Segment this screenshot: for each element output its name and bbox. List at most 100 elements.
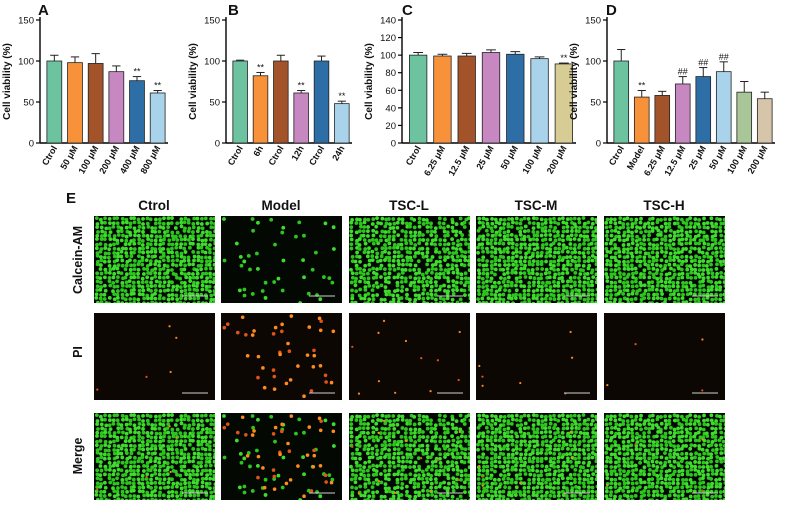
y-tick-label: 150	[18, 16, 34, 27]
panel-label-e: E	[66, 190, 77, 207]
micrograph-merge-tsc-l	[349, 413, 470, 500]
micrograph-pi-tsc-m	[476, 313, 597, 400]
bar	[654, 95, 671, 144]
col-header-tsc-m: TSC-M	[514, 198, 558, 213]
bar	[129, 80, 145, 144]
significance-mark: **	[257, 62, 265, 72]
micrograph-pi-ctrol	[94, 313, 215, 400]
y-tick-label: 0	[596, 139, 601, 150]
bar	[433, 55, 452, 144]
bar	[736, 91, 753, 144]
chart-c: 0 20 40 60 80 100 120 140 Cell viability (%) Ctro…	[364, 16, 576, 178]
x-tick-label: 24h	[330, 144, 346, 162]
micrograph-calcein-am-tsc-l	[349, 216, 470, 303]
bar	[695, 76, 712, 144]
x-tick-label: 12.5 μM	[446, 144, 471, 178]
bar	[481, 52, 501, 144]
micrograph-pi-tsc-h	[604, 313, 725, 400]
y-tick-label: 50	[590, 98, 601, 109]
x-tick-label: Ctrol	[266, 144, 285, 167]
bar	[252, 75, 269, 144]
y-tick-label: 80	[385, 68, 396, 79]
micrograph-calcein-am-model	[221, 216, 342, 303]
y-tick-label: 150	[585, 16, 601, 27]
x-tick-label: Ctrol	[307, 144, 326, 167]
bar	[409, 54, 428, 144]
x-tick-label: 6.25 μM	[422, 144, 447, 178]
micrograph-pi-tsc-l	[349, 313, 470, 400]
bar	[87, 63, 104, 144]
panel-label-d: D	[606, 2, 617, 19]
significance-mark: **	[638, 81, 646, 91]
bar	[293, 92, 309, 144]
bar	[530, 58, 549, 144]
col-header-ctrol: Ctrol	[138, 198, 170, 213]
bar	[149, 92, 166, 144]
panel-label-a: A	[38, 2, 49, 19]
micrograph-calcein-am-ctrol	[94, 216, 215, 303]
x-tick-label: 25 μM	[474, 144, 495, 171]
x-tick-label: Model	[625, 144, 647, 172]
y-tick-label: 100	[204, 57, 220, 68]
x-tick-label: 800 μM	[138, 144, 162, 175]
col-header-tsc-l: TSC-L	[389, 198, 429, 213]
x-tick-label: 50 μM	[58, 144, 79, 171]
bar	[613, 60, 630, 144]
y-tick-label: 0	[215, 139, 220, 150]
panel-label-c: C	[402, 2, 413, 19]
bar	[633, 96, 650, 144]
y-tick-label: 140	[380, 16, 396, 27]
y-tick-label: 50	[209, 98, 220, 109]
x-tick-label: 25 μM	[687, 144, 708, 171]
significance-mark: **	[133, 67, 141, 77]
micrograph-merge-tsc-m	[476, 413, 597, 500]
col-header-model: Model	[261, 198, 301, 213]
bar	[232, 60, 248, 144]
micrograph-merge-ctrol	[94, 413, 215, 500]
significance-mark: ##	[719, 52, 729, 62]
bar	[457, 55, 476, 144]
row-header-pi: PI	[71, 346, 85, 358]
y-axis-label: Cell viability (%)	[2, 43, 13, 120]
row-header-calcein: Calcein-AM	[71, 225, 85, 295]
panel-label-b: B	[228, 2, 239, 19]
micrograph-pi-model	[221, 313, 342, 400]
significance-mark: **	[338, 91, 346, 101]
micrograph-merge-tsc-h	[604, 413, 725, 500]
bar	[674, 83, 691, 144]
x-tick-label: Ctrol	[404, 144, 423, 167]
y-axis-label: Cell viability (%)	[364, 43, 375, 120]
x-tick-label: 50 μM	[707, 144, 728, 171]
x-tick-label: 6h	[251, 144, 265, 158]
y-tick-label: 0	[391, 139, 396, 150]
y-tick-label: 100	[380, 51, 396, 62]
bar	[273, 60, 289, 144]
row-header-merge: Merge	[71, 437, 85, 475]
bar	[67, 62, 83, 144]
x-tick-label: 12h	[289, 144, 305, 162]
x-tick-label: Ctrol	[607, 144, 626, 167]
micrograph-calcein-am-tsc-h	[604, 216, 725, 303]
y-axis-label: Cell viability (%)	[569, 43, 580, 120]
x-tick-label: Ctrol	[40, 144, 59, 167]
x-tick-label: 200 μM	[746, 144, 770, 175]
bar	[756, 98, 773, 144]
y-tick-label: 100	[585, 57, 601, 68]
bar	[334, 103, 350, 144]
bar	[108, 71, 125, 144]
y-axis-label: Cell viability (%)	[188, 43, 199, 120]
bar	[715, 71, 732, 144]
significance-mark: ##	[698, 58, 708, 68]
bar	[46, 60, 63, 144]
micrograph-merge-model	[221, 413, 342, 500]
micrograph-calcein-am-tsc-m	[476, 216, 597, 303]
significance-mark: **	[560, 53, 568, 63]
y-tick-label: 50	[23, 98, 34, 109]
x-tick-label: 100 μM	[520, 144, 544, 175]
significance-mark: **	[298, 81, 306, 91]
significance-mark: ##	[678, 67, 688, 77]
y-tick-label: 60	[385, 86, 396, 97]
